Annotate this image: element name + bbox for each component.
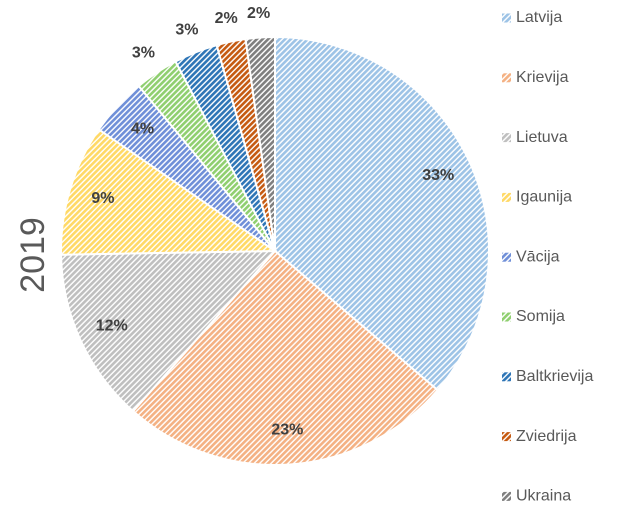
legend-swatch xyxy=(502,491,511,501)
data-label: 12% xyxy=(96,317,128,334)
data-label: 23% xyxy=(271,422,303,439)
legend-swatch xyxy=(502,73,511,83)
pie-slice xyxy=(60,128,279,256)
pie-slice xyxy=(274,35,490,392)
data-label: 9% xyxy=(91,190,114,207)
legend-swatch xyxy=(502,432,511,442)
pie-slice xyxy=(131,249,440,466)
legend-swatch xyxy=(502,13,511,23)
legend-label: Igaunija xyxy=(516,189,572,206)
data-label: 3% xyxy=(175,22,198,39)
legend-swatch xyxy=(502,133,511,143)
data-label: 2% xyxy=(247,5,270,22)
legend-label: Ukraina xyxy=(516,488,571,505)
legend-swatch xyxy=(502,312,511,322)
chart-title: 2019 xyxy=(14,217,52,293)
data-label: 2% xyxy=(215,10,238,27)
legend-label: Latvija xyxy=(516,9,562,26)
legend-label: Zviedrija xyxy=(516,428,577,445)
legend-swatch xyxy=(502,252,511,262)
legend-swatch xyxy=(502,192,511,202)
legend-label: Vācija xyxy=(516,248,560,265)
legend-swatch xyxy=(502,372,511,382)
data-label: 33% xyxy=(422,167,454,184)
data-label: 4% xyxy=(131,121,154,138)
pie-slice xyxy=(244,35,276,252)
pie-slice xyxy=(60,249,278,413)
legend-label: Lietuva xyxy=(516,129,568,146)
legend-label: Somija xyxy=(516,308,565,325)
legend-label: Baltkrievija xyxy=(516,368,593,385)
data-label: 3% xyxy=(132,44,155,61)
legend-label: Krievija xyxy=(516,69,569,86)
